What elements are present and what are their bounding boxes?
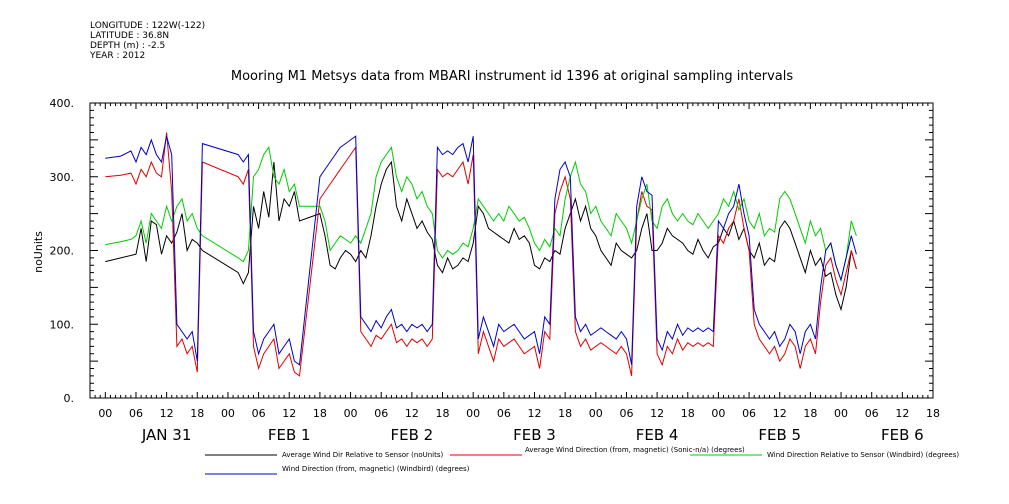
series-line-4 [105, 135, 857, 366]
legend-label-3: Wind Direction Relative to Sensor (Windb… [767, 451, 959, 459]
y-tick-label: 200. [50, 245, 75, 258]
y-tick-label: 400. [50, 97, 75, 110]
legend: Average Wind Dir Relative to Sensor (noU… [205, 446, 959, 475]
day-label: FEB 4 [636, 426, 679, 444]
x-tick-label: 00 [589, 407, 603, 420]
depth-label: DEPTH (m) : -2.5 [90, 41, 166, 51]
day-label: FEB 2 [391, 426, 434, 444]
x-tick-label: 06 [374, 407, 388, 420]
legend-label-2: Average Wind Direction (from, magnetic) … [525, 446, 745, 454]
x-tick-label: 06 [865, 407, 879, 420]
x-tick-label: 18 [681, 407, 695, 420]
x-tick-label: 06 [742, 407, 756, 420]
y-tick-label: 0. [64, 392, 75, 405]
x-tick-label: 12 [895, 407, 909, 420]
day-label: FEB 3 [513, 426, 556, 444]
x-tick-label: 06 [252, 407, 266, 420]
x-tick-label: 06 [497, 407, 511, 420]
x-tick-label: 12 [527, 407, 541, 420]
x-tick-label: 00 [98, 407, 112, 420]
y-axis-label: noUnits [32, 231, 45, 273]
x-tick-label: 12 [650, 407, 664, 420]
x-tick-label: 18 [803, 407, 817, 420]
y-tick-label: 300. [50, 171, 75, 184]
x-tick-label: 18 [558, 407, 572, 420]
y-tick-label: 100. [50, 318, 75, 331]
x-tick-label: 00 [466, 407, 480, 420]
x-tick-label: 18 [436, 407, 450, 420]
x-tick-label: 12 [160, 407, 174, 420]
x-tick-label: 06 [619, 407, 633, 420]
series-line-1 [105, 160, 857, 312]
legend-label-1: Average Wind Dir Relative to Sensor (noU… [282, 451, 443, 459]
day-label: FEB 1 [268, 426, 311, 444]
x-tick-label: 12 [405, 407, 419, 420]
longitude-label: LONGITUDE : 122W(-122) [90, 21, 206, 31]
plot-frame [89, 102, 934, 399]
axis-layer: 0. 100. 200. 300. 400. 00 06 12 18 00 06 12 18 00 06 12… [50, 97, 941, 444]
x-tick-label: 18 [313, 407, 327, 420]
year-label: YEAR : 2012 [90, 51, 146, 61]
x-tick-label: 00 [711, 407, 725, 420]
x-tick-label: 00 [344, 407, 358, 420]
day-label: JAN 31 [141, 426, 192, 444]
metadata-block: LONGITUDE : 122W(-122) LATITUDE : 36.8N … [90, 21, 205, 61]
x-tick-label: 12 [773, 407, 787, 420]
x-tick-label: 00 [221, 407, 235, 420]
x-tick-label: 18 [926, 407, 940, 420]
x-tick-label: 06 [129, 407, 143, 420]
latitude-label: LATITUDE : 36.8N [90, 31, 170, 41]
x-tick-label: 00 [834, 407, 848, 420]
series-line-2 [105, 132, 857, 377]
series-line-3 [105, 146, 857, 282]
chart-title: Mooring M1 Metsys data from MBARI instru… [231, 69, 793, 84]
legend-label-4: Wind Direction (from, magnetic) (Windbir… [282, 465, 470, 473]
x-tick-label: 18 [190, 407, 204, 420]
day-label: FEB 6 [881, 426, 924, 444]
x-tick-label: 12 [282, 407, 296, 420]
day-label: FEB 5 [758, 426, 801, 444]
series-layer [105, 132, 857, 377]
